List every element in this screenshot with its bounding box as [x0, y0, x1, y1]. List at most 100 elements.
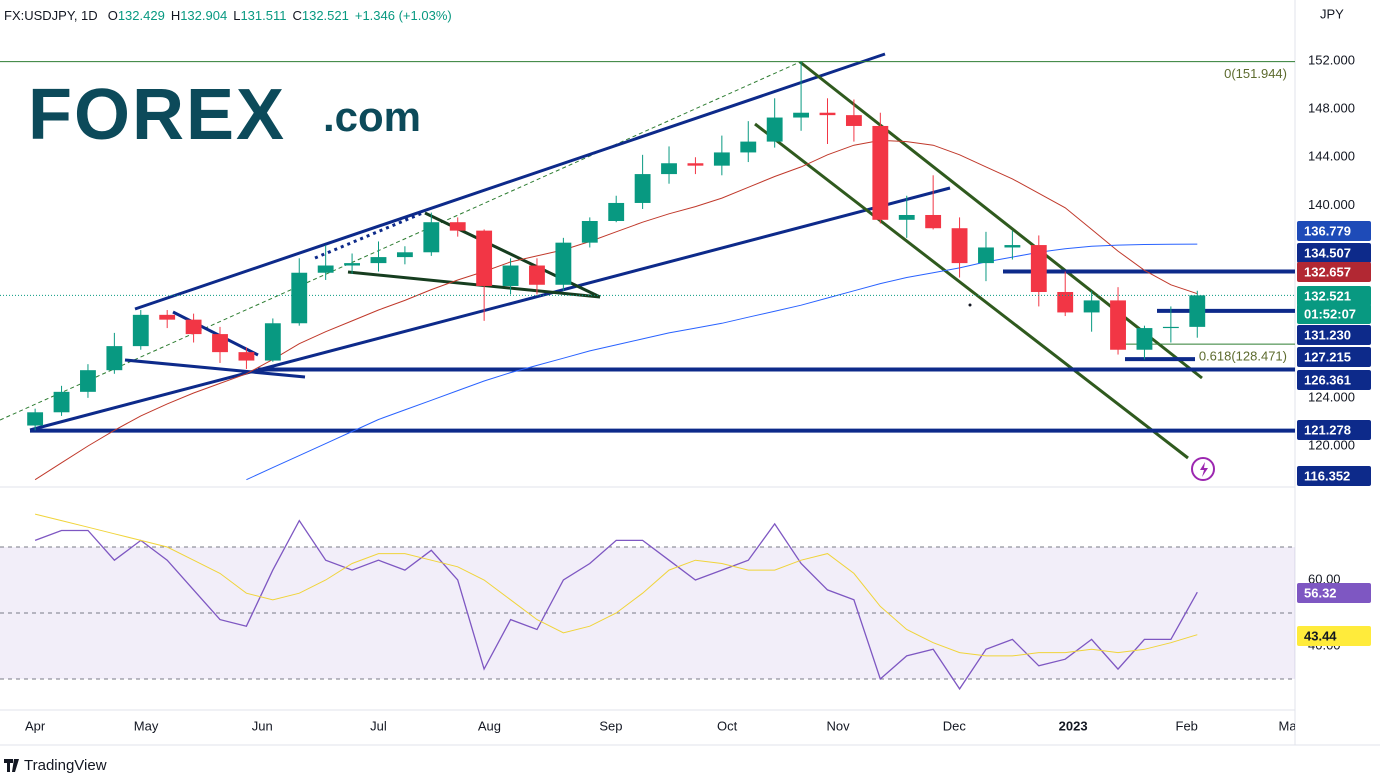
footer: TradingView	[4, 757, 107, 774]
candle-body	[925, 214, 942, 229]
candle-body	[608, 202, 625, 222]
alert-icon[interactable]	[1191, 457, 1215, 481]
y-tick-label: 148.000	[1308, 101, 1355, 116]
rsi-tick-label: 60.00	[1308, 571, 1341, 586]
rsi-band	[0, 547, 1295, 679]
price-tag-label: 121.278	[1304, 422, 1351, 437]
price-tag-label: 127.215	[1304, 349, 1351, 364]
y-tick-label: 124.000	[1308, 389, 1355, 404]
channel-line	[799, 60, 1203, 380]
price-tag-label: 134.507	[1304, 245, 1351, 260]
x-tick-label: Sep	[599, 718, 622, 733]
candle-body	[766, 117, 783, 142]
candle-body	[344, 263, 361, 266]
header-line: FX:USDJPY, 1D O132.429 H132.904 L131.511 C13…	[4, 8, 452, 23]
x-tick-label: Feb	[1176, 718, 1198, 733]
channel-line	[754, 122, 1189, 460]
candle-body	[80, 370, 96, 392]
ohlc-key: C	[292, 8, 301, 23]
change: +1.346 (+1.03%)	[355, 8, 452, 23]
price-tag-label: 132.521	[1304, 288, 1351, 303]
price-pane	[0, 52, 1295, 481]
trend-line	[29, 186, 951, 432]
candle-body	[317, 265, 334, 273]
price-tag-label: 116.352	[1304, 468, 1350, 483]
candle-body	[872, 125, 889, 220]
candle-body	[581, 221, 598, 243]
price-tag	[1297, 347, 1371, 367]
moving-average	[246, 243, 1198, 481]
y-tick-label: 144.000	[1308, 149, 1355, 164]
trend-line	[314, 210, 426, 260]
price-tag	[1297, 583, 1371, 603]
price-tag	[1297, 304, 1371, 324]
y-tick-label: 140.000	[1308, 197, 1355, 212]
price-tag-label: 132.657	[1304, 264, 1351, 279]
x-tick-label: Aug	[478, 718, 501, 733]
candle-body	[1136, 328, 1153, 350]
price-tag-label: 56.32	[1304, 585, 1337, 600]
candle-body	[502, 265, 519, 286]
candle-body	[793, 112, 810, 118]
x-tick-label: Nov	[827, 718, 851, 733]
candle-body	[106, 346, 123, 371]
candle-body	[370, 257, 387, 264]
x-tick-label: 2023	[1059, 718, 1088, 733]
price-tag	[1297, 243, 1371, 263]
candle-body	[238, 352, 255, 361]
symbol: FX:USDJPY, 1D	[4, 8, 98, 23]
header: FX:USDJPY, 1D O132.429 H132.904 L131.511 C13…	[4, 6, 1344, 23]
price-tag	[1297, 466, 1371, 486]
time-axis: Apr May Jun Jul Aug Sep Oct Nov Dec 2023 Feb Mar	[25, 718, 1302, 733]
price-tag-label: 131.230	[1304, 327, 1351, 342]
price-tag-label: 01:52:07	[1304, 306, 1356, 321]
price-tag-label: 136.779	[1304, 223, 1351, 238]
logo: FOREX .com	[28, 75, 421, 155]
candle-body	[819, 112, 836, 116]
y-tick-label: 120.000	[1308, 437, 1355, 452]
trend-line	[0, 61, 801, 421]
moving-average	[34, 139, 1198, 481]
candle-body	[555, 242, 572, 285]
candle-body	[661, 163, 677, 175]
ohlc-value: 132.521	[302, 8, 349, 23]
fib-label: 0.618(128.471)	[1199, 349, 1287, 364]
candle-body	[529, 265, 545, 285]
candle-body	[212, 334, 228, 353]
trend-line	[172, 310, 259, 357]
logo-brand: FOREX	[28, 75, 286, 155]
x-tick-label: May	[134, 718, 159, 733]
candle-body	[1083, 300, 1100, 313]
price-tag	[1297, 286, 1371, 306]
candle-body	[713, 152, 730, 166]
price-tag-label: 43.44	[1304, 628, 1337, 643]
candle-body	[687, 163, 704, 166]
candle-body	[423, 222, 440, 253]
trend-line	[347, 270, 601, 299]
candle-body	[132, 314, 149, 347]
candle-body	[264, 323, 281, 361]
ohlc-value: 131.511	[240, 8, 286, 23]
candle-body	[1110, 300, 1126, 350]
price-tag-label: 126.361	[1304, 372, 1351, 387]
candle-body	[27, 412, 44, 426]
candle-body	[1030, 245, 1047, 292]
ohlc-key: O	[108, 8, 118, 23]
ohlc-value: 132.904	[180, 8, 227, 23]
candle-body	[1057, 291, 1074, 313]
rsi-line	[34, 519, 1198, 691]
x-tick-label: Apr	[25, 718, 46, 733]
candle-body	[449, 222, 466, 231]
x-tick-label: Mar	[1279, 718, 1302, 733]
trend-line	[124, 358, 306, 379]
rsi-average	[34, 513, 1198, 657]
dot	[968, 303, 972, 307]
candle-body	[740, 141, 757, 153]
currency: JPY	[1320, 6, 1344, 21]
y-tick-label: 152.000	[1308, 52, 1355, 67]
candle-body	[1189, 295, 1206, 327]
trend-line	[134, 52, 886, 311]
rsi-pane	[0, 513, 1295, 691]
candle-body	[476, 230, 493, 286]
